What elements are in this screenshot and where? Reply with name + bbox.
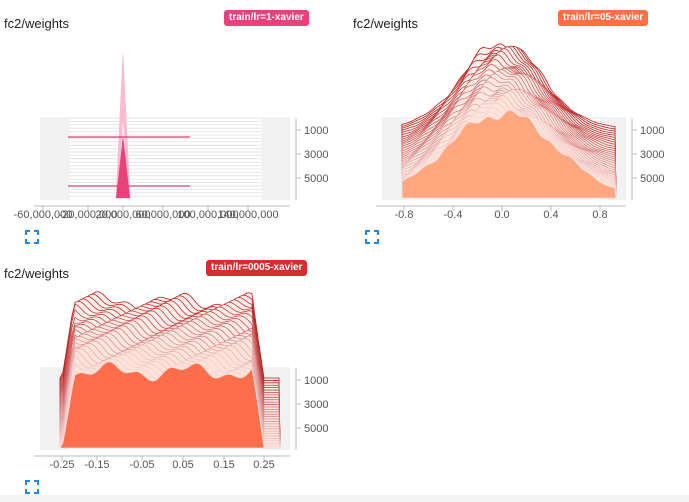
step-tick-label: 1000 <box>640 125 664 137</box>
x-axis: -0.25 -0.15 -0.05 0.05 0.15 0.25 <box>34 455 290 471</box>
x-tick-label: 0.25 <box>253 459 274 471</box>
chart-title: fc2/weights <box>4 266 70 281</box>
histogram-layer <box>59 361 280 449</box>
x-tick-label: 0.0 <box>494 209 509 221</box>
step-tick-label: 5000 <box>304 173 328 185</box>
run-badge: train/lr=05-xavier <box>558 10 649 26</box>
expand-icon[interactable] <box>365 230 379 244</box>
histogram-plot: 1000 3000 5000 -0.8 -0.4 0.0 0.4 0.8 <box>376 43 664 221</box>
step-tick-label: 1000 <box>304 375 328 387</box>
x-tick-label: 60,000,000 <box>135 209 190 221</box>
step-tick-label: 5000 <box>304 423 328 435</box>
x-tick-label: -60,000,000 <box>14 209 73 221</box>
step-axis: 1000 3000 5000 <box>295 118 328 200</box>
x-tick-label: -0.25 <box>49 459 74 471</box>
run-badge: train/lr=0005-xavier <box>206 260 308 276</box>
histogram-card-lr1: fc2/weights train/lr=1-xavier 1000 3000 50… <box>0 0 340 245</box>
step-tick-label: 3000 <box>304 149 328 161</box>
histogram-layers <box>59 291 281 449</box>
x-tick-label: -0.4 <box>444 209 463 221</box>
step-tick-label: 3000 <box>304 399 328 411</box>
histogram-layers <box>68 52 190 199</box>
x-tick-label: 0.15 <box>213 459 234 471</box>
step-tick-label: 3000 <box>640 149 664 161</box>
x-axis: -0.8 -0.4 0.0 0.4 0.8 <box>376 205 626 221</box>
left-band <box>40 118 70 200</box>
x-tick-label: 100,000,000 <box>177 209 238 221</box>
run-badge: train/lr=1-xavier <box>224 10 309 26</box>
expand-icon[interactable] <box>25 230 39 244</box>
x-tick-label: 0.8 <box>592 209 607 221</box>
histogram-plot: 1000 3000 5000 -60,000,000-20,000,00020,000… <box>14 52 328 221</box>
histogram-layers <box>401 43 617 199</box>
x-tick-label: -20,000,000 <box>59 209 118 221</box>
histogram-card-lr05: fc2/weights train/lr=05-xavier 1000 3000 5… <box>349 0 689 245</box>
bottom-scroll-area <box>0 495 689 502</box>
histogram-card-lr0005: fc2/weights train/lr=0005-xavier 1000 300… <box>0 250 340 495</box>
step-tick-label: 5000 <box>640 173 664 185</box>
x-tick-label: -0.15 <box>84 459 109 471</box>
x-tick-label: 140,000,000 <box>217 209 278 221</box>
histogram-front <box>116 135 130 198</box>
x-tick-label: -0.8 <box>395 209 414 221</box>
histogram-plot: 1000 3000 5000 -0.25 -0.15 -0.05 0.05 0.15 0.25 <box>34 291 328 471</box>
expand-icon[interactable] <box>25 480 39 494</box>
step-tick-label: 1000 <box>304 125 328 137</box>
chart-title: fc2/weights <box>353 16 419 31</box>
chart-title: fc2/weights <box>4 16 70 31</box>
x-tick-label: 20,000,000 <box>95 209 150 221</box>
x-tick-label: -0.05 <box>129 459 154 471</box>
x-tick-label: 0.05 <box>172 459 193 471</box>
x-axis: -60,000,000-20,000,00020,000,00060,000,0… <box>14 205 290 221</box>
histogram-layer <box>401 109 617 199</box>
step-band-lines <box>40 117 290 200</box>
x-tick-label: 0.4 <box>543 209 558 221</box>
step-axis: 1000 3000 5000 <box>295 368 328 450</box>
right-band <box>262 118 290 200</box>
step-axis: 1000 3000 5000 <box>631 118 664 200</box>
